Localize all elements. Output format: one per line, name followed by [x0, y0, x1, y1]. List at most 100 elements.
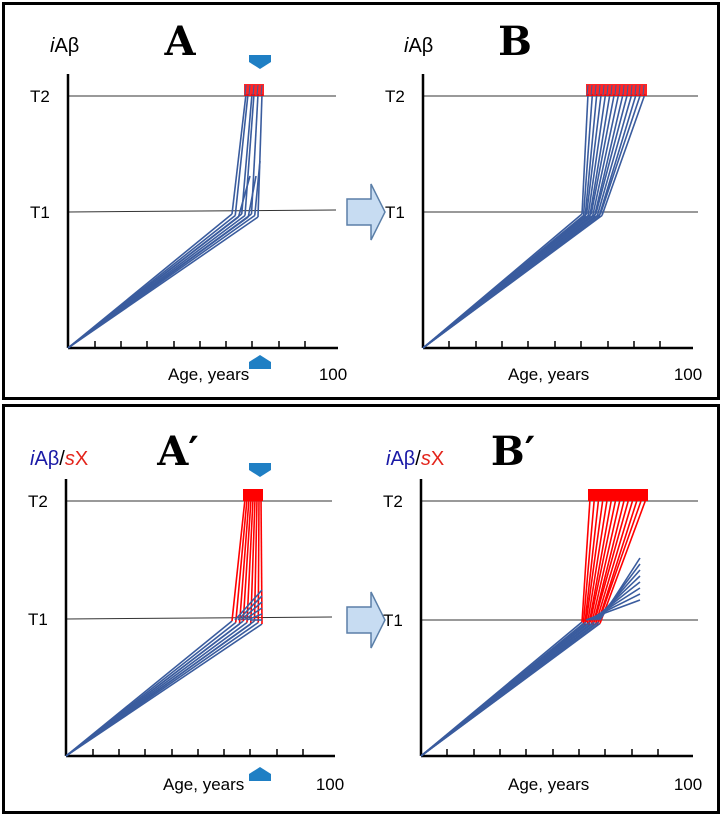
x-axis-end-label: 100 — [316, 775, 344, 794]
t2-block-hatch — [638, 84, 641, 96]
trajectory-rise — [588, 498, 613, 626]
t2-block-hatch — [602, 84, 605, 96]
trajectory-rise — [581, 93, 589, 215]
t2-block-hatch — [610, 84, 613, 96]
down-arrow-marker-icon — [249, 55, 271, 69]
transition-arrow-icon — [346, 183, 386, 241]
x-axis-label: Age, years — [163, 775, 244, 794]
panel-a-prime: A′ iAβ/sX T2 T1 Age, years 100 — [28, 428, 344, 794]
trajectory-subthreshold — [237, 595, 263, 621]
trajectory-rise — [588, 93, 611, 218]
trajectory-rise — [250, 93, 259, 215]
x-axis-end-label: 100 — [674, 775, 702, 794]
t1-threshold-line — [67, 209, 337, 213]
trajectory-segment — [422, 214, 603, 349]
y-axis-label-part: Aβ — [34, 448, 59, 470]
trajectory-rise — [242, 498, 252, 622]
t2-block-hatch — [606, 84, 609, 96]
panel-letter: B — [498, 18, 532, 65]
t1-threshold-line — [65, 616, 333, 620]
trajectory-rise — [585, 498, 604, 623]
trajectory-rise — [585, 93, 602, 215]
t2-block-hatch — [618, 84, 621, 96]
t2-block-hatch — [634, 84, 637, 96]
down-arrow-marker-icon — [249, 463, 271, 477]
t2-label: T2 — [30, 87, 50, 106]
x-axis-end-label: 100 — [674, 365, 702, 384]
trajectory-rise — [246, 498, 254, 623]
t2-block-hatch — [256, 84, 259, 96]
trajectory-rise — [590, 93, 616, 215]
panel-b-prime: B′ iAβ/sX T2 T1 Age, years 100 — [383, 428, 702, 794]
y-axis-label-part: / — [59, 448, 65, 470]
up-arrow-marker-icon — [249, 767, 271, 781]
t2-block-hatch — [614, 84, 617, 96]
trajectory-rise — [587, 93, 607, 216]
panel-letter: A — [163, 18, 196, 65]
trajectory-rise — [257, 93, 263, 218]
t2-block-hatch — [598, 84, 601, 96]
y-axis-label-part: i — [50, 35, 55, 57]
trajectory-rise — [257, 498, 260, 623]
trajectory-rise — [593, 93, 624, 218]
trajectory-rise — [590, 498, 621, 624]
trajectory-subthreshold — [246, 613, 263, 621]
trajectory-rise — [596, 498, 639, 626]
y-axis-label: iAβ/sX — [30, 448, 88, 470]
trajectory-rise — [589, 498, 617, 623]
y-axis-label-part: s — [421, 448, 431, 470]
y-axis-label-part: X — [431, 448, 444, 470]
up-arrow-marker-icon — [249, 355, 271, 369]
t1-label: T1 — [28, 610, 48, 629]
trajectory-subthreshold — [243, 607, 263, 621]
y-axis-label-part: i — [30, 448, 35, 470]
t2-red-block — [588, 489, 648, 501]
trajectory-rise — [238, 498, 250, 625]
t2-label: T2 — [28, 492, 48, 511]
trajectory-rise — [591, 93, 620, 216]
x-axis-label: Age, years — [508, 775, 589, 794]
trajectory-segment — [67, 216, 259, 349]
y-axis-label-part: i — [404, 35, 409, 57]
t2-label: T2 — [385, 87, 405, 106]
trajectory-rise — [249, 498, 256, 625]
trajectory-rise — [599, 93, 642, 215]
y-axis-label-part: Aβ — [54, 35, 79, 57]
trajectory-rise — [582, 93, 594, 216]
trajectory-rise — [601, 93, 646, 216]
t2-block-hatch — [244, 84, 247, 96]
panel-letter: A′ — [156, 428, 199, 475]
trajectory-rise — [599, 498, 647, 624]
t2-block-hatch — [642, 84, 645, 96]
trajectory-segment — [420, 622, 601, 757]
y-axis-label-part: s — [65, 448, 75, 470]
t1-label: T1 — [30, 203, 50, 222]
trajectory-rise — [583, 498, 600, 626]
trajectory-rise — [596, 93, 633, 216]
t1-label: T1 — [385, 203, 405, 222]
trajectory-rise — [260, 498, 263, 625]
t2-block-hatch — [586, 84, 589, 96]
y-axis-label-part: / — [415, 448, 421, 470]
trajectory-rise — [582, 498, 596, 624]
t2-red-block — [243, 489, 263, 501]
transition-arrow-icon — [346, 591, 386, 649]
trajectory-rise — [240, 93, 253, 215]
y-axis-label: iAβ/sX — [386, 448, 444, 470]
t2-block-hatch — [626, 84, 629, 96]
trajectory-subthreshold — [585, 599, 641, 621]
trajectory-rise — [244, 93, 255, 216]
y-axis-label-part: Aβ — [408, 35, 433, 57]
trajectory-rise — [234, 93, 249, 216]
trajectory-rise — [253, 498, 258, 622]
trajectory-rise — [592, 498, 626, 626]
trajectory-subthreshold — [234, 589, 263, 621]
trajectory-subthreshold — [240, 601, 263, 621]
trajectory-rise — [581, 498, 591, 623]
y-axis-label: iAβ — [50, 35, 79, 57]
panel-letter: B′ — [491, 428, 535, 475]
t2-block-hatch — [252, 84, 255, 96]
